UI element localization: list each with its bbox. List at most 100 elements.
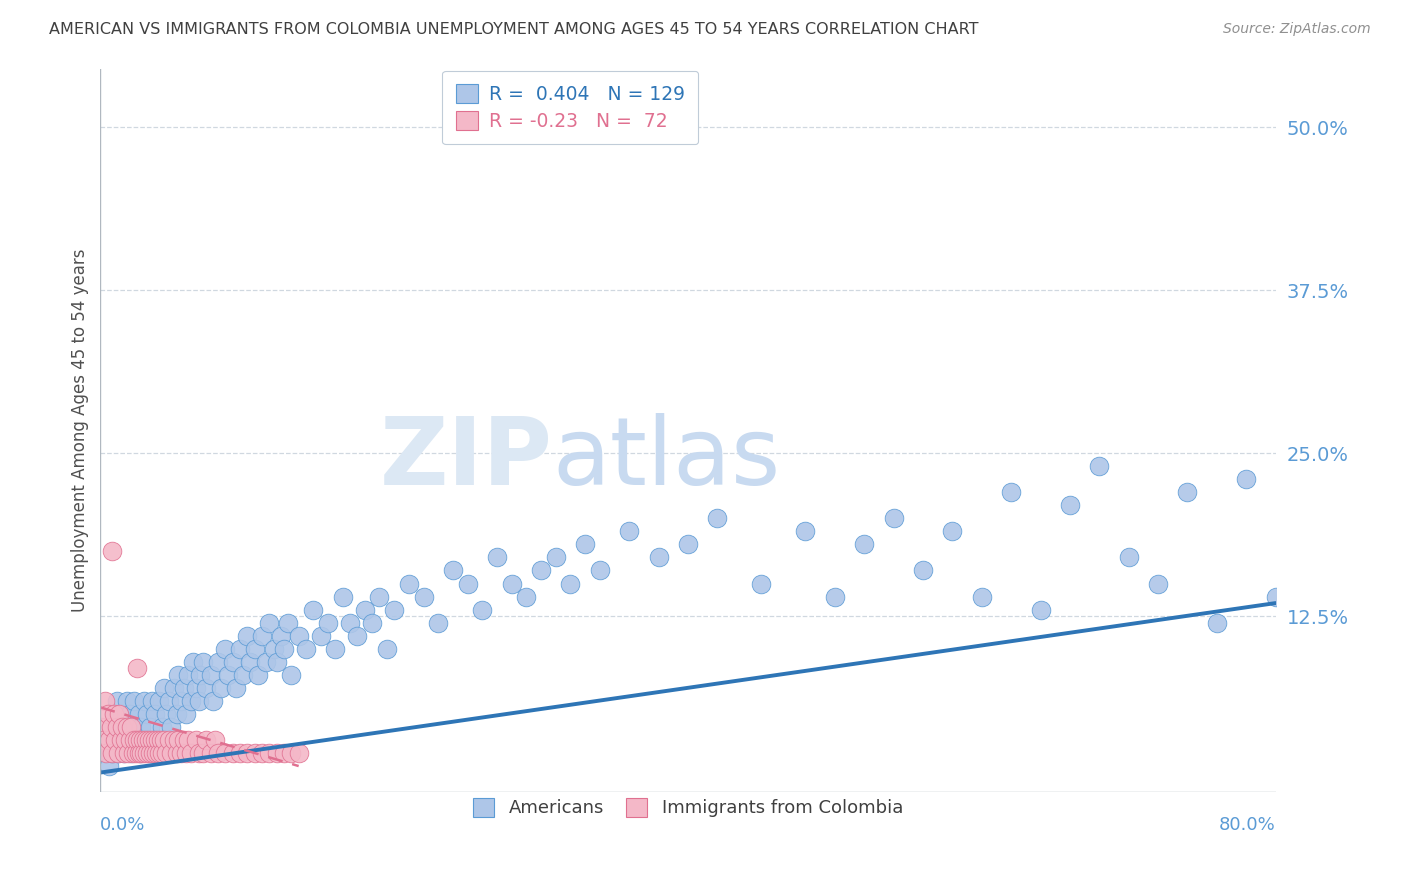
Point	[485, 550, 508, 565]
Point	[309, 629, 332, 643]
Point	[170, 746, 193, 760]
Point	[200, 746, 222, 760]
Point	[118, 733, 141, 747]
Point	[287, 746, 309, 760]
Point	[1264, 590, 1286, 604]
Point	[295, 641, 318, 656]
Point	[246, 667, 269, 681]
Point	[263, 641, 285, 656]
Point	[325, 641, 347, 656]
Point	[676, 537, 699, 551]
Point	[647, 550, 669, 565]
Point	[125, 661, 148, 675]
Point	[160, 720, 183, 734]
Point	[1234, 472, 1257, 486]
Point	[118, 706, 141, 721]
Point	[152, 733, 174, 747]
Point	[174, 746, 197, 760]
Point	[193, 655, 215, 669]
Point	[107, 746, 129, 760]
Point	[163, 733, 186, 747]
Point	[173, 733, 195, 747]
Point	[574, 537, 596, 551]
Point	[214, 746, 236, 760]
Point	[236, 629, 259, 643]
Point	[1059, 498, 1081, 512]
Point	[259, 746, 281, 760]
Point	[98, 733, 121, 747]
Point	[174, 706, 197, 721]
Point	[217, 667, 239, 681]
Point	[136, 746, 159, 760]
Point	[280, 667, 302, 681]
Point	[94, 694, 117, 708]
Point	[139, 720, 162, 734]
Point	[273, 641, 295, 656]
Point	[166, 746, 188, 760]
Point	[368, 590, 391, 604]
Point	[1323, 602, 1346, 616]
Point	[177, 733, 200, 747]
Text: 80.0%: 80.0%	[1219, 815, 1275, 834]
Point	[97, 733, 120, 747]
Point	[221, 655, 243, 669]
Point	[883, 511, 905, 525]
Text: ZIP: ZIP	[380, 413, 553, 505]
Point	[131, 746, 153, 760]
Point	[177, 667, 200, 681]
Point	[97, 706, 120, 721]
Point	[412, 590, 434, 604]
Point	[122, 694, 145, 708]
Point	[184, 681, 207, 695]
Point	[103, 706, 125, 721]
Point	[111, 720, 134, 734]
Point	[1118, 550, 1140, 565]
Point	[91, 733, 114, 747]
Text: 0.0%: 0.0%	[100, 815, 146, 834]
Point	[346, 629, 368, 643]
Point	[232, 667, 254, 681]
Point	[122, 733, 145, 747]
Point	[121, 746, 143, 760]
Point	[145, 746, 167, 760]
Point	[148, 694, 170, 708]
Text: atlas: atlas	[553, 413, 782, 505]
Point	[157, 733, 180, 747]
Text: Source: ZipAtlas.com: Source: ZipAtlas.com	[1223, 22, 1371, 37]
Point	[135, 733, 157, 747]
Point	[101, 544, 124, 558]
Point	[180, 746, 202, 760]
Point	[1147, 576, 1170, 591]
Point	[1029, 602, 1052, 616]
Point	[195, 681, 218, 695]
Point	[110, 733, 132, 747]
Point	[501, 576, 523, 591]
Point	[853, 537, 876, 551]
Point	[207, 746, 229, 760]
Point	[107, 746, 129, 760]
Point	[375, 641, 398, 656]
Point	[141, 694, 163, 708]
Point	[970, 590, 993, 604]
Point	[560, 576, 582, 591]
Point	[149, 733, 172, 747]
Point	[911, 564, 934, 578]
Point	[101, 746, 124, 760]
Point	[382, 602, 405, 616]
Point	[259, 615, 281, 630]
Point	[166, 706, 188, 721]
Point	[135, 733, 157, 747]
Point	[1279, 120, 1302, 135]
Point	[229, 641, 252, 656]
Point	[132, 733, 155, 747]
Point	[117, 746, 139, 760]
Point	[1088, 459, 1111, 474]
Point	[302, 602, 325, 616]
Point	[187, 746, 209, 760]
Point	[457, 576, 479, 591]
Point	[398, 576, 420, 591]
Point	[170, 694, 193, 708]
Point	[619, 524, 641, 539]
Point	[250, 746, 273, 760]
Point	[706, 511, 728, 525]
